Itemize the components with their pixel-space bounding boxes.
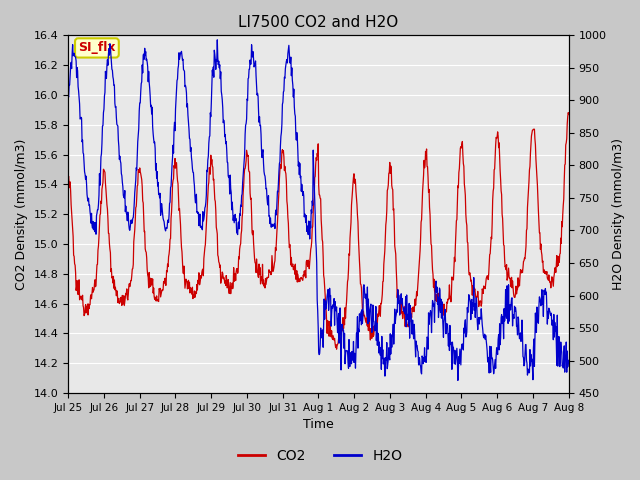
Legend: CO2, H2O: CO2, H2O [232,443,408,468]
Y-axis label: H2O Density (mmol/m3): H2O Density (mmol/m3) [612,138,625,290]
Title: LI7500 CO2 and H2O: LI7500 CO2 and H2O [238,15,399,30]
Text: SI_flx: SI_flx [78,41,116,54]
X-axis label: Time: Time [303,419,334,432]
Y-axis label: CO2 Density (mmol/m3): CO2 Density (mmol/m3) [15,139,28,290]
